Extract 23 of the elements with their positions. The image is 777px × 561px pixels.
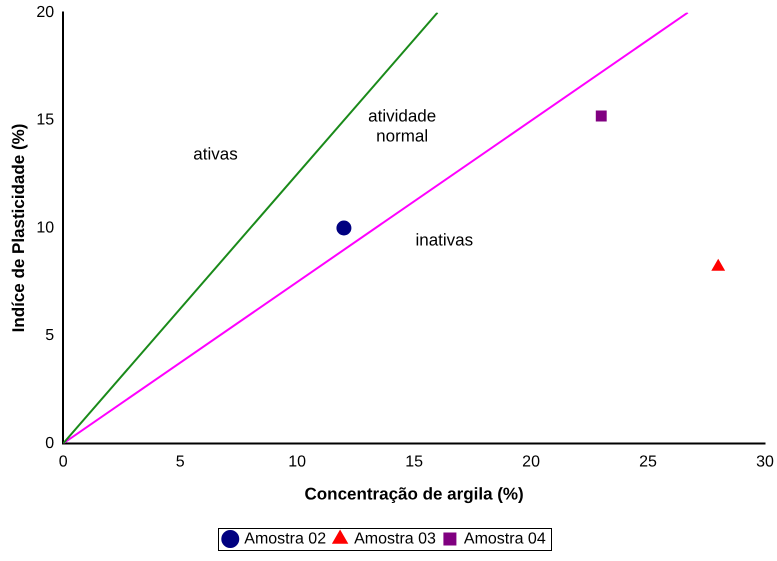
point: [336, 220, 352, 236]
y-tick-label: 0: [45, 434, 54, 452]
y-tick-label: 5: [45, 327, 54, 344]
y-tick-label: 20: [36, 4, 54, 22]
x-tick-label: 20: [522, 453, 540, 470]
annotation: ativas: [193, 144, 238, 164]
x-axis-title: Concentração de argila (%): [304, 484, 524, 504]
x-tick-label: 30: [756, 453, 774, 470]
x-tick-label: 25: [639, 453, 658, 470]
x-tick-label: 5: [176, 453, 185, 470]
legend-label: Amostra 04: [464, 530, 546, 548]
x-tick-label: 10: [288, 453, 306, 470]
annotation: atividade normal: [368, 106, 436, 146]
legend-label: Amostra 03: [354, 530, 436, 548]
x-tick-label: 15: [405, 453, 424, 470]
point: [596, 110, 607, 122]
legend-label: Amostra 02: [244, 530, 326, 548]
point: [712, 259, 725, 271]
y-tick-label: 10: [36, 219, 54, 236]
y-tick-label: 15: [36, 112, 54, 129]
y-axis-title: Indíce de Plasticidade (%): [8, 124, 28, 332]
x-tick-label: 0: [58, 453, 68, 470]
annotation: inativas: [415, 230, 474, 250]
